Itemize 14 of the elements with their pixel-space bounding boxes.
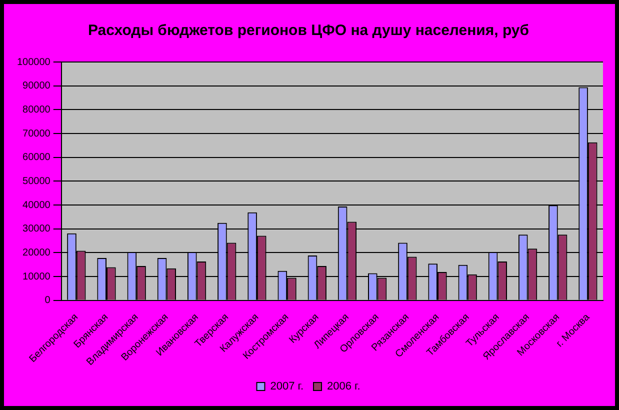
y-tick-label: 90000 [22,80,51,92]
y-tick-label: 60000 [22,152,51,164]
y-tick-label: 10000 [22,271,51,282]
legend-label: 2006 г. [327,380,360,393]
y-tick-label: 40000 [22,200,51,211]
y-tick-label: 80000 [22,104,51,116]
y-tick-label: 20000 [22,247,51,258]
y-tick-label: 30000 [22,224,51,235]
y-tick-label: 0 [44,295,51,306]
y-tick-label: 70000 [22,128,51,140]
legend-label: 2007 г. [270,380,304,393]
y-tick-label: 100000 [16,56,51,68]
chart-title: Расходы бюджетов регионов ЦФО на душу населения, руб [88,22,530,40]
y-tick-label: 50000 [22,176,51,187]
